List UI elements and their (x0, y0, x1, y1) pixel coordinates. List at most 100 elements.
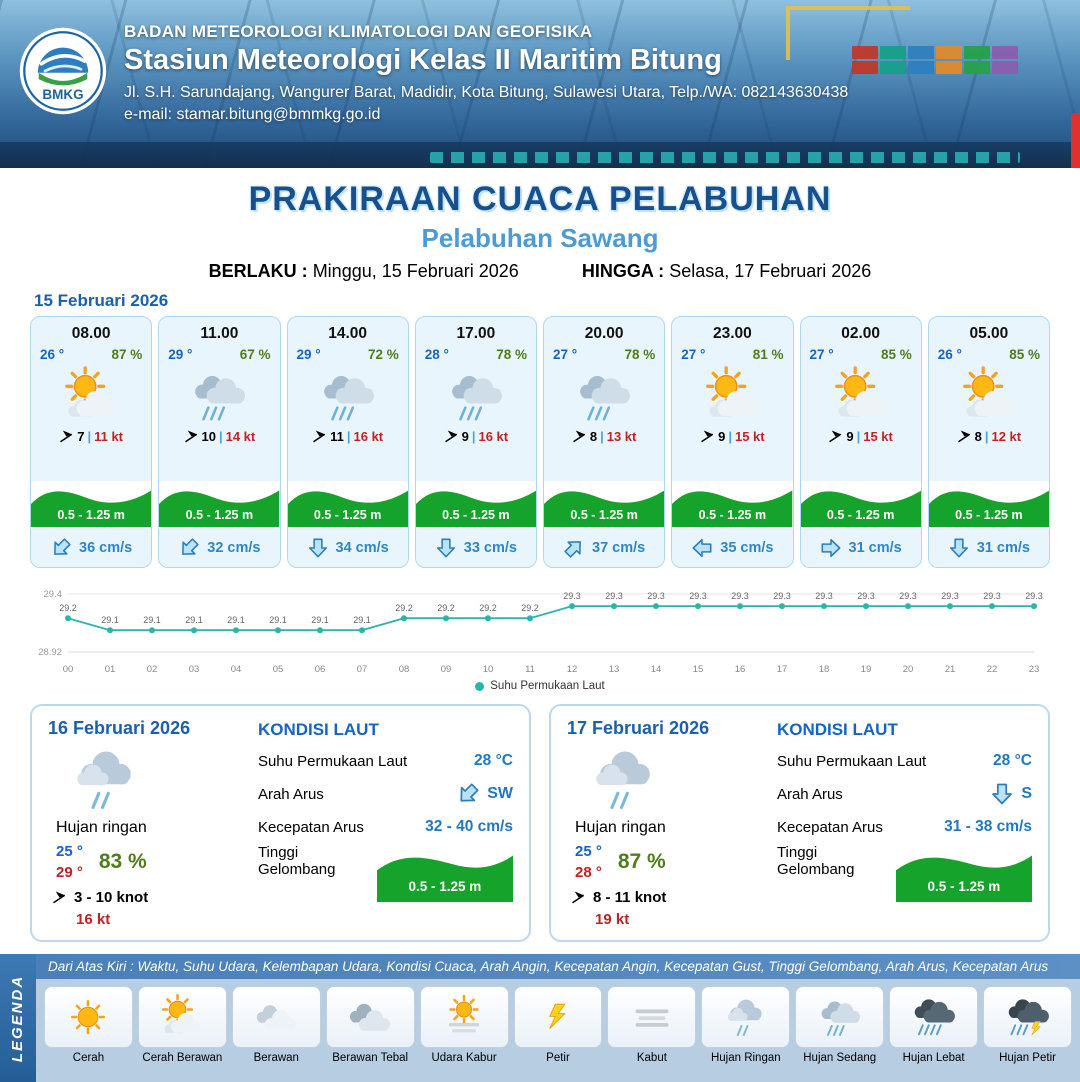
wave-height: 0.5 - 1.25 m (313, 508, 382, 522)
svg-text:04: 04 (231, 664, 242, 675)
current-direction-icon (691, 537, 713, 559)
wave-height: 0.5 - 1.25 m (927, 879, 1001, 894)
forecast-card: 14.00 29 ° 72 % 11 | 16 kt 0.5 - 1.25 m 34 … (286, 316, 409, 568)
forecast-card: 05.00 26 ° 85 % 8 | 12 kt 0.5 - 1.25 m 31 c… (927, 316, 1050, 568)
weather-icon (826, 365, 896, 427)
current-direction-icon (50, 537, 72, 559)
current-row: 31 cm/s (800, 527, 921, 567)
current-direction-icon (307, 537, 329, 559)
svg-text:29.2: 29.2 (437, 603, 455, 613)
wind-speed: 8 (974, 429, 982, 444)
svg-text:11: 11 (525, 664, 535, 675)
legend-weather-icon (816, 993, 864, 1041)
wind-row: 9 | 16 kt (416, 427, 536, 449)
wind-row: 3 - 10 knot (52, 889, 148, 906)
divider: | (728, 429, 732, 444)
temp-max: 29 ° (56, 864, 83, 881)
divider: | (471, 429, 476, 444)
weather-icon (441, 365, 511, 427)
chart-legend: Suhu Permukaan Laut (30, 680, 1050, 692)
weather-icon (62, 741, 150, 817)
svg-text:29.1: 29.1 (143, 615, 161, 625)
temperature: 27 ° (809, 347, 834, 362)
legend-weather-icon (346, 993, 394, 1041)
header: BMKG BADAN METEOROLOGI KLIMATOLOGI DAN G… (0, 0, 1080, 168)
current-row: 37 cm/s (544, 527, 665, 567)
svg-text:29.3: 29.3 (815, 591, 833, 601)
current-dir-value: SW (487, 785, 513, 802)
wave-height: 0.5 - 1.25 m (185, 508, 254, 522)
current-row: 36 cm/s (31, 527, 152, 567)
wind-speed: 9 (718, 429, 726, 444)
sst-label: Suhu Permukaan Laut (257, 752, 408, 770)
svg-text:29.3: 29.3 (899, 591, 917, 601)
legend-main: Dari Atas Kiri : Waktu, Suhu Udara, Kele… (36, 954, 1080, 1082)
wave-height-band: 0.5 - 1.25 m (895, 846, 1032, 902)
legend-item: Hujan Ringan (701, 986, 791, 1064)
legend-items-row: Cerah Cerah Berawan Berawan Berawan Teba… (36, 979, 1080, 1082)
wind-speed: 10 (201, 429, 216, 444)
temperature: 29 ° (296, 347, 321, 362)
wind-gust: 19 kt (595, 911, 630, 928)
current-row: 33 cm/s (415, 527, 536, 567)
temp-max: 28 ° (575, 864, 602, 881)
bmkg-logo: BMKG (18, 26, 108, 116)
current-speed: 33 cm/s (463, 540, 517, 556)
humidity: 72 % (367, 347, 399, 362)
svg-text:23: 23 (1029, 664, 1040, 675)
svg-text:15: 15 (693, 664, 704, 675)
svg-text:29.3: 29.3 (773, 591, 791, 601)
wind-speed: 9 (846, 429, 854, 444)
forecast-card: 08.00 26 ° 87 % 7 | 11 kt 0.5 - 1.25 m 36 c… (30, 316, 153, 568)
wind-gust: 15 kt (863, 429, 893, 444)
wave-height-band: 0.5 - 1.25 m (159, 481, 280, 527)
wave-height-band: 0.5 - 1.25 m (415, 481, 536, 527)
divider: | (856, 429, 861, 444)
current-speed-label: Kecepatan Arus (257, 818, 364, 836)
legend-side-band: LEGENDA (0, 954, 36, 1082)
wave-height: 0.5 - 1.25 m (570, 508, 638, 522)
svg-text:28.92: 28.92 (38, 647, 62, 658)
svg-text:09: 09 (441, 664, 452, 675)
valid-to-value: Selasa, 17 Februari 2026 (669, 261, 872, 281)
wind-row: 11 | 16 kt (288, 427, 408, 449)
legend-dot-icon (475, 681, 485, 691)
wind-row: 8 | 13 kt (544, 427, 664, 449)
time-label: 11.00 (200, 325, 239, 342)
humidity: 78 % (624, 347, 656, 362)
current-direction-icon (178, 537, 200, 559)
wave-height: 0.5 - 1.25 m (955, 508, 1023, 522)
forecast-card: 11.00 29 ° 67 % 10 | 14 kt 0.5 - 1.25 m 32 … (158, 316, 281, 568)
wind-row: 7 | 11 kt (31, 427, 151, 449)
wind-barb-icon (312, 429, 327, 444)
svg-text:16: 16 (735, 664, 746, 675)
station-address: Jl. S.H. Sarundajang, Wangurer Barat, Ma… (124, 84, 849, 101)
svg-text:29.3: 29.3 (941, 591, 959, 601)
wave-height-band: 0.5 - 1.25 m (376, 846, 513, 902)
svg-text:03: 03 (189, 664, 200, 675)
humidity: 85 % (880, 347, 912, 362)
current-row: 32 cm/s (159, 527, 280, 567)
daily-weather-column: 17 Februari 2026 Hujan ringan 25 ° 28 ° 8… (567, 718, 767, 928)
legend-item: Hujan Lebat (889, 986, 979, 1064)
svg-text:29.2: 29.2 (479, 603, 497, 613)
wave-height-band: 0.5 - 1.25 m (800, 481, 921, 527)
wind-row: 10 | 14 kt (159, 427, 279, 449)
crane-illustration (786, 6, 910, 60)
legend-title: LEGENDA (9, 974, 27, 1062)
temperature: 27 ° (681, 347, 706, 362)
svg-text:02: 02 (147, 664, 158, 675)
current-direction-icon (990, 782, 1014, 806)
current-speed: 31 cm/s (976, 540, 1030, 556)
sst-chart-section: 29.4 28.92 29.2 00 29.1 01 29.1 02 29.1 03 29.1 04 2… (30, 578, 1050, 692)
wind-barb-icon (700, 429, 715, 444)
current-speed: 34 cm/s (335, 540, 389, 556)
svg-text:01: 01 (105, 664, 116, 675)
svg-text:29.3: 29.3 (605, 591, 623, 601)
svg-text:29.3: 29.3 (647, 591, 665, 601)
time-label: 05.00 (969, 325, 1009, 342)
legend-item: Kabut (607, 986, 697, 1064)
humidity: 81 % (752, 347, 784, 362)
red-accent-bar (1071, 113, 1080, 168)
time-label: 14.00 (328, 325, 368, 342)
